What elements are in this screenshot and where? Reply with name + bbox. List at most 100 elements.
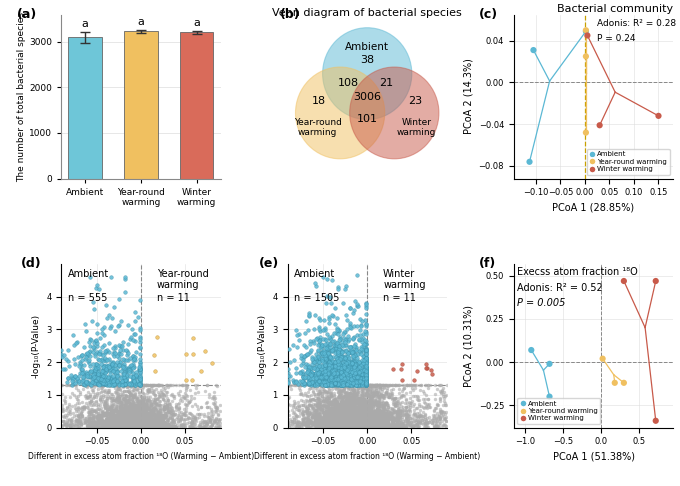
Point: [324, 416, 335, 424]
Point: [331, 422, 342, 430]
Point: [353, 413, 364, 420]
Point: [89, 377, 100, 385]
Point: [132, 400, 143, 408]
Point: [356, 412, 367, 420]
Point: [358, 423, 369, 431]
Point: [133, 381, 144, 388]
Point: [322, 415, 333, 423]
Point: [354, 422, 365, 430]
Point: [387, 422, 398, 430]
Point: [156, 419, 167, 427]
Point: [201, 403, 212, 411]
Point: [347, 409, 358, 417]
Point: [199, 417, 210, 424]
Point: [335, 375, 345, 382]
Point: [365, 414, 376, 421]
Point: [365, 421, 376, 429]
Point: [284, 382, 294, 389]
Point: [323, 395, 334, 402]
Point: [165, 423, 176, 431]
Point: [331, 369, 342, 377]
Point: [129, 423, 140, 431]
Point: [338, 409, 349, 417]
Point: [349, 419, 360, 427]
Point: [118, 422, 129, 430]
Point: [292, 421, 303, 429]
Point: [347, 420, 358, 428]
Point: [324, 399, 335, 407]
Point: [345, 397, 356, 404]
Point: [361, 377, 372, 385]
Point: [337, 382, 347, 389]
Point: [313, 379, 324, 386]
Point: [334, 407, 345, 415]
Point: [356, 409, 367, 417]
Point: [328, 369, 339, 377]
Point: [182, 383, 192, 391]
Point: [367, 384, 378, 392]
Point: [374, 396, 385, 403]
Point: [104, 409, 115, 417]
Point: [349, 411, 360, 419]
Point: [347, 380, 358, 388]
Point: [326, 420, 337, 428]
Point: [131, 413, 142, 420]
Point: [137, 417, 148, 424]
Point: [372, 420, 383, 428]
Point: [306, 411, 317, 419]
Point: [68, 341, 79, 349]
Point: [123, 382, 134, 389]
Point: [319, 370, 330, 378]
Point: [107, 423, 118, 431]
Point: [156, 394, 167, 401]
Point: [80, 419, 90, 427]
Point: [361, 377, 372, 385]
Point: [330, 395, 341, 403]
Point: [333, 380, 344, 387]
Point: [357, 410, 368, 418]
Point: [361, 378, 372, 385]
Point: [180, 423, 190, 431]
Point: [112, 372, 123, 380]
Point: [373, 422, 384, 430]
Point: [130, 414, 141, 422]
Point: [114, 295, 124, 303]
Point: [125, 419, 136, 427]
Point: [426, 366, 437, 374]
Point: [97, 382, 108, 389]
Point: [307, 419, 318, 427]
Point: [394, 400, 405, 408]
Point: [325, 420, 336, 428]
Point: [147, 419, 158, 427]
Point: [151, 405, 162, 413]
Point: [88, 418, 99, 426]
Point: [130, 424, 141, 432]
Point: [315, 382, 326, 389]
Point: [333, 419, 343, 427]
Point: [339, 421, 350, 429]
Point: [440, 399, 451, 407]
Point: [316, 378, 327, 386]
Point: [343, 343, 354, 351]
Point: [341, 372, 352, 380]
Point: [110, 406, 121, 414]
Point: [134, 414, 145, 422]
Point: [350, 410, 360, 418]
Point: [336, 424, 347, 432]
Point: [361, 374, 372, 382]
Point: [152, 413, 163, 421]
Point: [115, 416, 126, 423]
Point: [320, 370, 330, 378]
Point: [164, 422, 175, 430]
Point: [361, 380, 372, 388]
Point: [66, 382, 77, 389]
Point: [156, 412, 167, 420]
Point: [78, 404, 89, 412]
Point: [69, 412, 80, 420]
Point: [358, 382, 369, 389]
Point: [318, 419, 329, 427]
Point: [183, 413, 194, 421]
Point: [380, 417, 391, 424]
Point: [436, 408, 447, 416]
X-axis label: PCoA 1 (28.85%): PCoA 1 (28.85%): [552, 203, 634, 213]
